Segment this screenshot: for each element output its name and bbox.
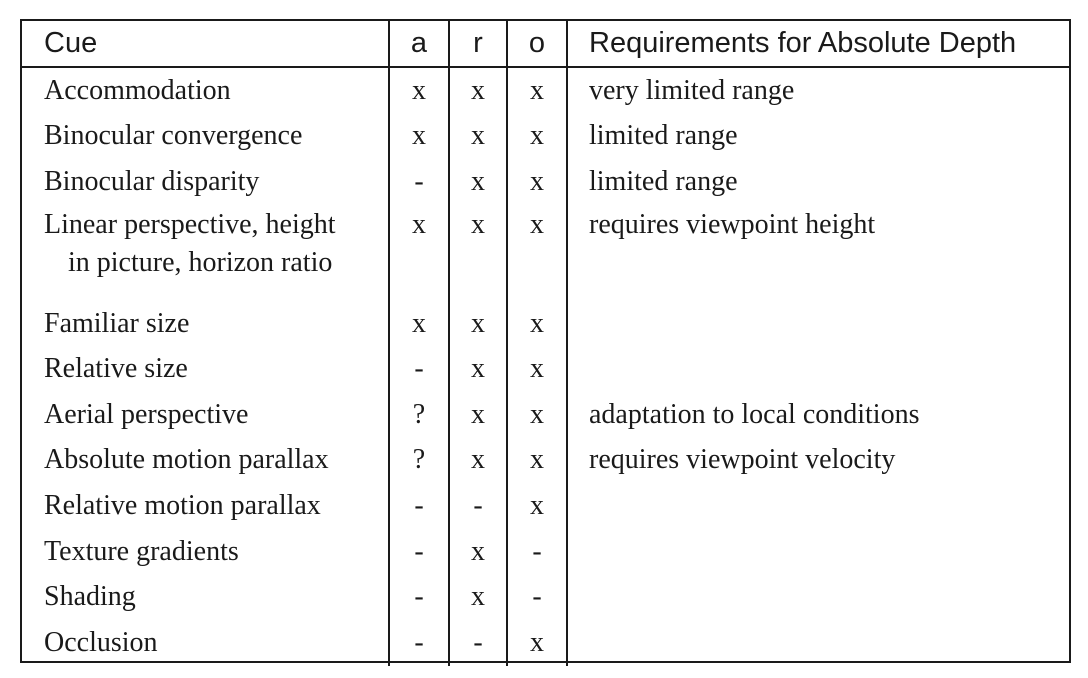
a-cell: - [388, 574, 449, 620]
cue-cell: Binocular convergence [22, 114, 389, 160]
depth-cue-table: Cue a r o Requirements for Absolute Dept… [20, 19, 1071, 666]
cue-label: Accommodation [44, 74, 231, 106]
requirements-cell [566, 300, 1069, 347]
cue-cell: Binocular disparity [22, 159, 389, 205]
header-o: o [506, 21, 567, 68]
r-cell: x [448, 204, 507, 301]
a-cell: - [388, 159, 449, 205]
cue-cell: Accommodation [22, 67, 389, 114]
header-a: a [388, 21, 449, 68]
requirements-cell: limited range [566, 113, 1069, 160]
r-cell: x [448, 437, 507, 484]
r-cell: x [448, 67, 507, 114]
cue-label: Familiar size [44, 307, 190, 339]
table-row: Accommodation x x x very limited range [22, 67, 1069, 114]
cue-label: Binocular disparity [44, 165, 260, 197]
header-r: r [448, 21, 507, 68]
requirements-cell: requires viewpoint velocity [566, 437, 1069, 484]
o-cell: x [506, 437, 567, 484]
cue-label: Absolute motion parallax [44, 444, 329, 476]
a-cell: - [388, 346, 449, 392]
r-cell: - [448, 483, 507, 529]
o-cell: x [506, 619, 567, 666]
r-cell: x [448, 300, 507, 347]
table-row: Aerial perspective ? x x adaptation to l… [22, 391, 1069, 438]
r-cell: x [448, 113, 507, 160]
a-cell: ? [388, 391, 449, 438]
cue-label: Binocular convergence [44, 120, 303, 152]
cue-label: Texture gradients [44, 535, 239, 567]
cue-cell: Absolute motion parallax [22, 438, 389, 484]
o-cell: - [506, 528, 567, 575]
requirements-cell [566, 346, 1069, 392]
requirements-cell: very limited range [566, 67, 1069, 114]
cue-label: Relative motion parallax [44, 489, 321, 521]
r-cell: x [448, 528, 507, 575]
a-cell: x [388, 300, 449, 347]
o-cell: x [506, 113, 567, 160]
table-row: Relative motion parallax - - x [22, 483, 1069, 529]
o-cell: x [506, 483, 567, 529]
requirements-cell: limited range [566, 159, 1069, 205]
requirements-cell: adaptation to local conditions [566, 391, 1069, 438]
header-requirements: Requirements for Absolute Depth [566, 21, 1069, 68]
o-cell: x [506, 391, 567, 438]
table-row: Binocular convergence x x x limited rang… [22, 113, 1069, 160]
a-cell: x [388, 204, 449, 301]
a-cell: x [388, 67, 449, 114]
a-cell: ? [388, 437, 449, 484]
table-row: Binocular disparity - x x limited range [22, 159, 1069, 205]
cue-cell: Occlusion [22, 620, 389, 666]
o-cell: x [506, 346, 567, 392]
table-row: Relative size - x x [22, 346, 1069, 392]
table-row: Texture gradients - x - [22, 528, 1069, 575]
r-cell: x [448, 574, 507, 620]
a-cell: - [388, 619, 449, 666]
a-cell: x [388, 113, 449, 160]
o-cell: x [506, 300, 567, 347]
cue-cell: Aerial perspective [22, 392, 389, 438]
cue-label: Relative size [44, 353, 188, 385]
requirements-cell [566, 528, 1069, 575]
requirements-cell: requires viewpoint height [566, 204, 1069, 301]
o-cell: x [506, 204, 567, 301]
requirements-cell [566, 574, 1069, 620]
header-cue: Cue [22, 21, 389, 68]
cue-cell: Relative size [22, 346, 389, 392]
r-cell: x [448, 391, 507, 438]
r-cell: x [448, 159, 507, 205]
table-row: Linear perspective, height in picture, h… [22, 204, 1069, 301]
o-cell: x [506, 67, 567, 114]
r-cell: - [448, 619, 507, 666]
table-row: Familiar size x x x [22, 300, 1069, 347]
r-cell: x [448, 346, 507, 392]
a-cell: - [388, 528, 449, 575]
cue-label: Occlusion [44, 626, 158, 658]
table-row: Shading - x - [22, 574, 1069, 620]
cue-label-continued: in picture, horizon ratio [68, 246, 333, 278]
cue-cell: Linear perspective, height in picture, h… [22, 205, 389, 301]
cue-cell: Relative motion parallax [22, 483, 389, 529]
cue-label: Linear perspective, height [44, 208, 336, 240]
o-cell: - [506, 574, 567, 620]
o-cell: x [506, 159, 567, 205]
cue-cell: Familiar size [22, 301, 389, 347]
requirements-cell [566, 483, 1069, 529]
cue-cell: Texture gradients [22, 529, 389, 575]
table-row: Absolute motion parallax ? x x requires … [22, 437, 1069, 484]
a-cell: - [388, 483, 449, 529]
cue-label: Aerial perspective [44, 398, 249, 430]
cue-label: Shading [44, 581, 136, 613]
table-row: Occlusion - - x [22, 619, 1069, 666]
requirements-cell [566, 619, 1069, 666]
depth-cue-grid: Cue a r o Requirements for Absolute Dept… [22, 21, 1069, 666]
cue-cell: Shading [22, 574, 389, 620]
header-row: Cue a r o Requirements for Absolute Dept… [22, 21, 1069, 68]
